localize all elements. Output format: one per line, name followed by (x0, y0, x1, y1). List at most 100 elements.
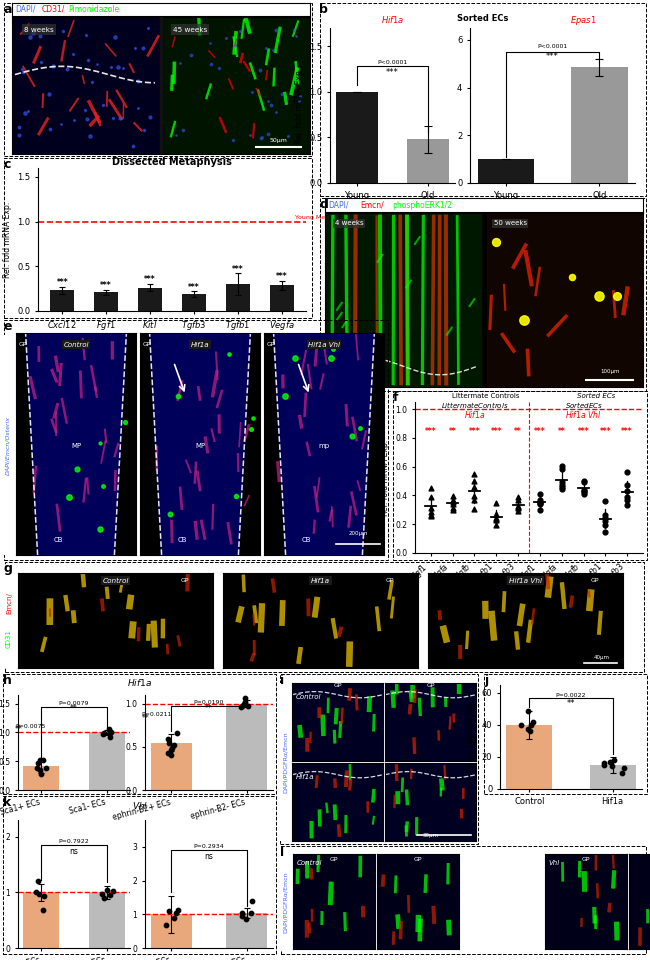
Text: ***: *** (232, 265, 244, 274)
Point (106, 724, 116, 739)
Point (578, 485, 589, 500)
Text: P=0.0190: P=0.0190 (194, 701, 224, 706)
Text: Hif1a: Hif1a (296, 774, 314, 780)
Point (236, 699, 246, 714)
Point (447, 496, 458, 512)
Text: GP: GP (386, 578, 395, 583)
Text: $\it{Sorted ECs}$: $\it{Sorted ECs}$ (565, 399, 603, 410)
Text: Hif1a Vhl: Hif1a Vhl (509, 578, 542, 584)
Point (600, 514, 610, 529)
Point (237, 698, 247, 713)
Text: P=0.0022: P=0.0022 (556, 693, 586, 698)
Text: j: j (484, 674, 488, 687)
Text: Young Metaphysis: Young Metaphysis (295, 215, 352, 220)
Point (98, 886, 108, 901)
Point (240, 690, 251, 706)
Point (31, 885, 41, 900)
Text: h: h (3, 674, 12, 687)
Text: $\it{Littermate Controls}$: $\it{Littermate Controls}$ (441, 399, 508, 410)
Bar (487, 213, 643, 387)
Text: 40μm: 40μm (593, 655, 610, 660)
Point (469, 473, 480, 489)
Point (622, 465, 632, 480)
Polygon shape (274, 333, 374, 555)
Text: GP: GP (426, 683, 435, 688)
Text: GP: GP (414, 856, 422, 862)
Point (607, 758, 618, 774)
Y-axis label: Rel. fold mRNA Exp.: Rel. fold mRNA Exp. (3, 202, 12, 277)
Bar (89, 732, 125, 790)
Point (556, 474, 567, 490)
Text: $\it{Hif1a\ Vhl}$: $\it{Hif1a\ Vhl}$ (566, 409, 602, 420)
Point (166, 748, 177, 763)
Point (619, 760, 630, 776)
Point (469, 489, 480, 504)
Text: P=0.2934: P=0.2934 (194, 844, 224, 849)
Text: DAPI/PDGFRα/Emcn: DAPI/PDGFRα/Emcn (283, 872, 287, 933)
Point (523, 704, 533, 719)
Point (164, 735, 174, 751)
Point (556, 458, 567, 473)
Text: Littermate Controls: Littermate Controls (452, 393, 519, 399)
Text: Pimonidazole: Pimonidazole (69, 5, 120, 14)
Text: 50μm: 50μm (270, 137, 288, 143)
Point (239, 696, 249, 711)
Text: a: a (3, 3, 12, 16)
Point (426, 508, 436, 523)
Text: ns: ns (205, 852, 213, 861)
Point (527, 714, 538, 730)
Point (164, 903, 174, 919)
Bar (226, 284, 250, 311)
Point (578, 487, 589, 502)
Text: Control: Control (63, 342, 89, 348)
Text: CB: CB (53, 537, 63, 542)
Text: ***: *** (621, 426, 633, 436)
Text: $\it{Hif1a}$: $\it{Hif1a}$ (382, 14, 405, 25)
Text: ***: *** (534, 426, 546, 436)
Text: Control: Control (102, 578, 129, 584)
Text: ***: *** (276, 272, 287, 281)
Point (491, 517, 501, 533)
Text: **: ** (514, 426, 522, 436)
Y-axis label: Rel. fold mRNA Exp.: Rel. fold mRNA Exp. (294, 67, 304, 144)
Text: Hif1a Vhl: Hif1a Vhl (308, 342, 340, 348)
Text: Sorted ECs: Sorted ECs (577, 393, 616, 399)
Text: 30μm: 30μm (422, 833, 439, 838)
Text: CD31/: CD31/ (42, 5, 65, 14)
Text: Sorted ECs: Sorted ECs (458, 14, 509, 23)
Text: 100μm: 100μm (600, 369, 619, 374)
Text: **: ** (448, 426, 456, 436)
Bar (226, 704, 267, 790)
Point (525, 724, 536, 739)
Point (556, 477, 567, 492)
Text: 50 weeks: 50 weeks (493, 220, 526, 227)
Point (163, 746, 174, 761)
Point (600, 524, 610, 540)
Bar (89, 893, 125, 948)
Point (491, 511, 501, 526)
Text: k: k (3, 796, 11, 809)
Text: ***: *** (469, 426, 480, 436)
Text: f: f (393, 391, 398, 404)
Text: 8 weeks: 8 weeks (24, 27, 54, 33)
Point (491, 495, 501, 511)
Bar (335, 92, 378, 183)
Point (617, 766, 627, 781)
Point (240, 694, 250, 709)
Point (99, 726, 109, 741)
Text: P<0.0001: P<0.0001 (378, 60, 408, 65)
Text: DAPI/PDGFRα/Emcn: DAPI/PDGFRα/Emcn (283, 732, 287, 793)
Point (535, 496, 545, 512)
Point (578, 473, 589, 489)
Point (105, 887, 115, 902)
Point (447, 503, 458, 518)
Text: Vhl: Vhl (549, 860, 560, 866)
Point (240, 911, 251, 926)
Title: Dissected Metaphysis: Dissected Metaphysis (112, 157, 232, 167)
Text: CB: CB (177, 537, 187, 542)
Text: ***: *** (188, 282, 200, 292)
Text: mp: mp (318, 444, 330, 449)
Bar (151, 914, 192, 948)
Text: Emcn/: Emcn/ (360, 201, 384, 209)
Bar (478, 159, 534, 183)
